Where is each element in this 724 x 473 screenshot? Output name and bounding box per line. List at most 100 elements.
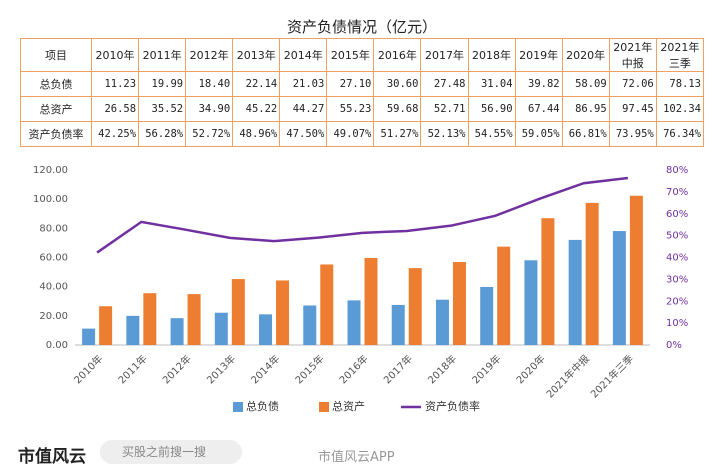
- y2-tick-label: 20%: [666, 296, 688, 307]
- bar: [143, 293, 157, 345]
- y-tick-label: 40.00: [39, 282, 68, 293]
- header-cell: 2015年: [326, 38, 375, 72]
- bar: [524, 260, 538, 345]
- bar: [99, 306, 113, 345]
- legend-label: 总负债: [246, 399, 279, 413]
- bar: [408, 268, 422, 345]
- table-cell: 19.99: [138, 71, 187, 97]
- table-cell: 56.28%: [138, 121, 187, 147]
- table-cell: 34.90: [185, 96, 234, 122]
- header-cell: 2012年: [185, 38, 234, 72]
- y2-tick-label: 60%: [666, 209, 688, 220]
- table-cell: 58.09: [561, 71, 610, 97]
- legend-swatch: [319, 402, 329, 412]
- y-tick-label: 60.00: [39, 253, 68, 264]
- y2-tick-label: 10%: [666, 318, 688, 329]
- data-table: 项目 2010年 2011年 2012年 2013年 2014年 2015年 2016年 201…: [20, 38, 705, 147]
- x-tick-label: 2014年: [248, 352, 282, 386]
- table-title: 资产负债情况（亿元）: [286, 18, 437, 36]
- bar: [568, 239, 582, 345]
- bar: [231, 279, 245, 345]
- table-cell: 67.44: [514, 96, 563, 122]
- bar: [452, 262, 466, 345]
- table-cell: 22.14: [232, 71, 281, 97]
- table-cell: 42.25%: [90, 121, 140, 147]
- y-tick-label: 20.00: [39, 311, 68, 322]
- x-tick-label: 2015年: [292, 352, 326, 386]
- bar: [126, 315, 140, 345]
- table-cell: 39.82: [514, 71, 563, 97]
- y2-tick-label: 70%: [666, 187, 688, 198]
- bar: [303, 305, 317, 345]
- line: [96, 176, 629, 254]
- table-cell: 48.96%: [232, 121, 281, 147]
- bar: [629, 195, 643, 345]
- x-tick-label: 2016年: [336, 352, 370, 386]
- y-tick-label: 80.00: [39, 223, 68, 234]
- chart: 0.00 20.00 40.00 60.00 80.00 100.00 120.00 0% 10…: [33, 165, 688, 413]
- logo: 市值风云: [18, 447, 86, 467]
- x-tick-label: 2018年: [425, 352, 459, 386]
- bar: [347, 300, 361, 345]
- legend-label: 资产负债率: [425, 399, 480, 413]
- legend-swatch: [233, 402, 243, 412]
- header-cell: 项目: [20, 38, 92, 72]
- bar: [541, 218, 555, 345]
- table-cell: 44.27: [279, 96, 328, 122]
- x-tick-label: 2011年: [115, 352, 149, 386]
- table-cell: 52.72%: [185, 121, 234, 147]
- y2-tick-label: 30%: [666, 274, 688, 285]
- header-cell: 2010年: [90, 38, 140, 72]
- footer: 市值风云 买股之前搜一搜 市值风云APP: [0, 434, 724, 473]
- bar: [612, 231, 626, 345]
- x-tick-label: 2012年: [160, 352, 194, 386]
- y2-tick-label: 50%: [666, 231, 688, 242]
- bar: [435, 299, 449, 345]
- search-box[interactable]: 买股之前搜一搜: [100, 440, 242, 464]
- y2-tick-label: 80%: [666, 165, 688, 176]
- bar: [82, 328, 96, 345]
- header-cell: 2018年: [467, 38, 516, 72]
- table-cell: 76.34%: [655, 121, 705, 147]
- table-cell: 49.07%: [326, 121, 375, 147]
- table-cell: 73.95%: [608, 121, 657, 147]
- y2-tick-label: 0%: [666, 340, 682, 351]
- table-cell: 资产负债率: [20, 121, 92, 147]
- x-tick-label: 2010年: [71, 352, 105, 386]
- header-cell: 2019年: [514, 38, 563, 72]
- bar: [497, 246, 511, 345]
- table-cell: 11.23: [90, 71, 140, 97]
- y-tick-label: 0.00: [46, 340, 68, 351]
- bar: [585, 202, 599, 345]
- table-cell: 86.95: [561, 96, 610, 122]
- x-tick-label: 2021年中报: [543, 352, 591, 400]
- x-tick-label: 2013年: [204, 352, 238, 386]
- bar: [276, 280, 290, 345]
- bar: [259, 314, 273, 345]
- table-cell: 总资产: [20, 96, 92, 122]
- bar: [187, 294, 201, 345]
- x-tick-label: 2020年: [513, 352, 547, 386]
- header-cell: 2011年: [138, 38, 187, 72]
- table-cell: 18.40: [185, 71, 234, 97]
- table-cell: 66.81%: [561, 121, 610, 147]
- watermark: 市值风云APP: [318, 450, 395, 465]
- table-cell: 55.23: [326, 96, 375, 122]
- table-cell: 59.05%: [514, 121, 563, 147]
- x-tick-label: 2017年: [381, 352, 415, 386]
- bar: [480, 286, 494, 345]
- x-tick-label: 2019年: [469, 352, 503, 386]
- y-tick-label: 100.00: [33, 194, 68, 205]
- bar: [214, 312, 228, 345]
- table-cell: 52.13%: [420, 121, 469, 147]
- legend-label: 总资产: [332, 399, 365, 413]
- bar: [364, 257, 378, 345]
- y2-tick-label: 40%: [666, 253, 688, 264]
- header-cell: 2016年: [373, 38, 422, 72]
- bar: [170, 318, 184, 345]
- x-tick-label: 2021年三季: [588, 352, 636, 400]
- table-cell: 27.10: [326, 71, 375, 97]
- table-cell: 26.58: [90, 96, 140, 122]
- header-cell: 2021年三季: [655, 38, 705, 72]
